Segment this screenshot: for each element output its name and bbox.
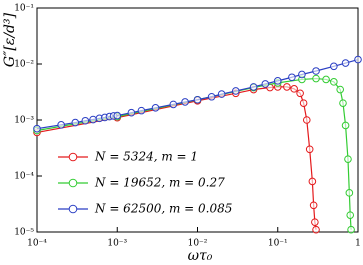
point bbox=[151, 104, 160, 112]
x-axis-label: ωτ₀ bbox=[188, 248, 213, 264]
point bbox=[193, 95, 202, 104]
legend-label: N = 5324, m = 1 bbox=[94, 150, 198, 164]
point bbox=[309, 201, 318, 210]
x-tick-label: 10⁻⁴ bbox=[27, 239, 47, 249]
legend-marker bbox=[68, 152, 78, 162]
y-axis-label: G″[ε/d³] bbox=[2, 12, 18, 67]
point bbox=[312, 67, 320, 75]
point bbox=[181, 98, 189, 106]
point bbox=[311, 218, 319, 226]
point bbox=[298, 70, 306, 79]
point bbox=[330, 78, 338, 86]
point bbox=[339, 99, 347, 107]
point bbox=[57, 121, 65, 129]
point bbox=[217, 90, 226, 98]
point bbox=[137, 106, 146, 115]
point bbox=[283, 83, 291, 91]
legend-marker bbox=[68, 178, 78, 188]
point bbox=[113, 111, 122, 120]
y-tick-label: 10⁻⁵ bbox=[14, 228, 34, 238]
x-tick-label: 10⁻¹ bbox=[268, 239, 288, 249]
point bbox=[290, 85, 298, 93]
point bbox=[127, 108, 136, 117]
point bbox=[308, 177, 317, 186]
point bbox=[347, 225, 355, 234]
legend-label: N = 19652, m = 0.27 bbox=[94, 176, 225, 190]
point bbox=[354, 55, 362, 64]
point bbox=[336, 85, 344, 94]
point bbox=[296, 89, 304, 98]
point bbox=[305, 145, 314, 154]
point bbox=[341, 121, 350, 130]
point bbox=[312, 74, 320, 83]
legend-marker bbox=[68, 204, 78, 214]
point bbox=[341, 59, 350, 67]
point bbox=[312, 225, 320, 234]
point bbox=[81, 116, 90, 125]
y-tick-label: 10⁻³ bbox=[14, 116, 34, 126]
x-tick-label: 1 bbox=[355, 239, 361, 249]
point bbox=[261, 80, 270, 88]
point bbox=[322, 75, 330, 84]
point bbox=[330, 62, 338, 71]
point bbox=[345, 189, 354, 197]
x-tick-label: 10⁻² bbox=[188, 239, 208, 249]
legend-label: N = 62500, m = 0.085 bbox=[94, 202, 232, 216]
x-tick-label: 10⁻³ bbox=[107, 239, 127, 249]
point bbox=[346, 211, 355, 219]
y-tick-label: 10⁻⁴ bbox=[14, 172, 34, 182]
y-tick-label: 10⁻¹ bbox=[14, 4, 34, 14]
point bbox=[249, 83, 258, 91]
point bbox=[33, 124, 41, 133]
point bbox=[207, 92, 216, 101]
point bbox=[344, 155, 352, 163]
point bbox=[231, 87, 240, 95]
point bbox=[273, 77, 282, 85]
point bbox=[299, 99, 308, 107]
point bbox=[169, 100, 178, 109]
point bbox=[89, 115, 97, 124]
point bbox=[71, 118, 80, 127]
point bbox=[288, 73, 296, 82]
y-tick-label: 10⁻² bbox=[14, 60, 34, 70]
point bbox=[302, 116, 311, 124]
